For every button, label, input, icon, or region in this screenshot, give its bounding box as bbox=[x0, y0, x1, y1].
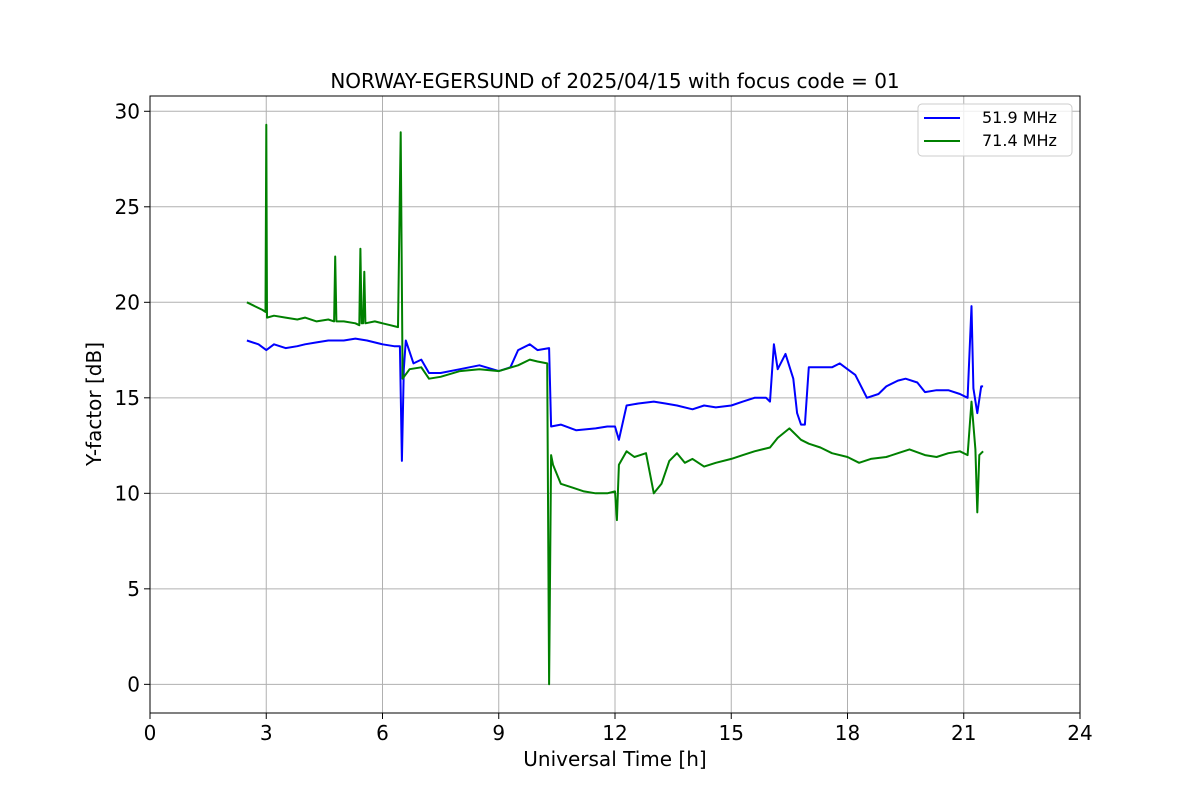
grid bbox=[149, 96, 1081, 713]
y-tick-label: 15 bbox=[115, 386, 140, 410]
y-axis-ticks: 0 5 10 15 20 25 30 bbox=[115, 99, 150, 696]
x-axis-ticks: 0 3 6 9 12 15 18 21 24 bbox=[144, 713, 1093, 745]
x-tick-label: 12 bbox=[602, 721, 627, 745]
x-tick-label: 24 bbox=[1067, 721, 1092, 745]
x-tick-label: 3 bbox=[260, 721, 273, 745]
legend: 51.9 MHz 71.4 MHz bbox=[917, 103, 1073, 157]
y-tick-label: 5 bbox=[127, 577, 140, 601]
x-tick-label: 9 bbox=[492, 721, 505, 745]
x-tick-label: 6 bbox=[376, 721, 389, 745]
y-tick-label: 25 bbox=[115, 195, 140, 219]
y-tick-label: 20 bbox=[115, 290, 140, 314]
legend-label-series-1: 51.9 MHz bbox=[982, 108, 1057, 127]
x-tick-label: 15 bbox=[719, 721, 744, 745]
y-tick-label: 10 bbox=[115, 481, 140, 505]
legend-label-series-2: 71.4 MHz bbox=[982, 131, 1057, 150]
y-tick-label: 30 bbox=[115, 99, 140, 123]
chart-title: NORWAY-EGERSUND of 2025/04/15 with focus… bbox=[330, 69, 899, 93]
x-tick-label: 21 bbox=[951, 721, 976, 745]
series-line-1 bbox=[246, 305, 984, 462]
x-tick-label: 0 bbox=[144, 721, 157, 745]
x-axis-label: Universal Time [h] bbox=[523, 747, 706, 771]
y-tick-label: 0 bbox=[127, 672, 140, 696]
x-tick-label: 18 bbox=[835, 721, 860, 745]
series-line-2 bbox=[246, 123, 984, 686]
y-axis-label: Y-factor [dB] bbox=[82, 342, 106, 467]
series-lines bbox=[246, 123, 984, 686]
